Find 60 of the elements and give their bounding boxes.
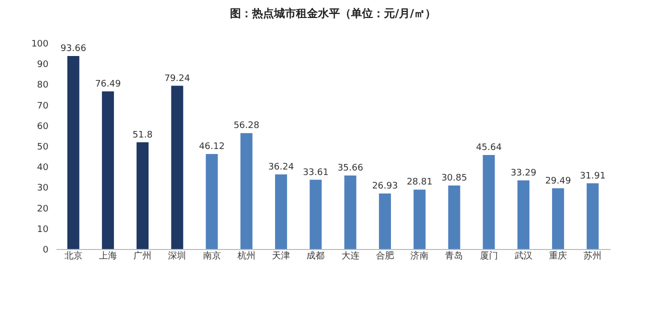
data-label: 30.85 bbox=[441, 173, 468, 184]
bar bbox=[240, 133, 252, 249]
data-label: 56.28 bbox=[234, 121, 260, 132]
bar bbox=[482, 154, 495, 249]
x-tick-label: 济南 bbox=[410, 250, 429, 262]
x-tick-label: 厦门 bbox=[480, 250, 498, 262]
data-label: 33.29 bbox=[510, 168, 537, 178]
x-tick-label: 合肥 bbox=[376, 250, 394, 262]
bar bbox=[275, 174, 288, 249]
data-label: 35.66 bbox=[337, 164, 364, 174]
data-label: 36.24 bbox=[268, 162, 294, 172]
x-tick-label: 广州 bbox=[134, 250, 152, 262]
x-tick-label: 成都 bbox=[306, 250, 325, 262]
y-tick-label: 50 bbox=[37, 142, 49, 152]
x-tick-label: 深圳 bbox=[168, 250, 186, 262]
data-label: 46.12 bbox=[198, 142, 225, 152]
bar bbox=[586, 183, 599, 249]
y-tick-label: 0 bbox=[42, 246, 49, 256]
bar bbox=[414, 190, 426, 249]
bar bbox=[448, 185, 460, 249]
chart-title: 图：热点城市租金水平（单位：元/月/㎡） bbox=[230, 7, 436, 20]
data-label: 93.66 bbox=[60, 44, 86, 54]
bar bbox=[136, 142, 149, 249]
y-tick-label: 40 bbox=[37, 163, 49, 174]
bar bbox=[552, 188, 564, 249]
y-tick-label: 100 bbox=[31, 40, 49, 50]
x-tick-label: 青岛 bbox=[445, 250, 464, 262]
y-tick-label: 70 bbox=[37, 101, 49, 112]
y-tick-label: 10 bbox=[37, 224, 49, 235]
data-label: 31.91 bbox=[580, 171, 606, 182]
y-tick-label: 20 bbox=[37, 204, 49, 214]
x-tick-label: 南京 bbox=[202, 250, 221, 262]
data-label: 76.49 bbox=[95, 79, 122, 90]
bar bbox=[310, 180, 322, 249]
x-tick-label: 天津 bbox=[272, 250, 290, 262]
bar bbox=[171, 86, 184, 249]
y-tick-label: 90 bbox=[37, 60, 49, 70]
y-tick-label: 80 bbox=[37, 80, 49, 91]
data-label: 26.93 bbox=[372, 182, 398, 192]
data-label: 29.49 bbox=[545, 176, 572, 186]
bar bbox=[517, 180, 530, 249]
x-tick-label: 杭州 bbox=[236, 250, 256, 262]
data-label: 45.64 bbox=[476, 142, 502, 153]
y-tick-label: 60 bbox=[37, 122, 49, 132]
x-tick-label: 北京 bbox=[64, 250, 82, 262]
data-label: 51.8 bbox=[132, 130, 153, 140]
bar bbox=[344, 176, 356, 249]
data-label: 33.61 bbox=[302, 168, 329, 178]
x-tick-label: 苏州 bbox=[584, 250, 602, 262]
y-tick-label: 30 bbox=[37, 184, 49, 194]
x-tick-label: 武汉 bbox=[514, 250, 532, 262]
bar bbox=[67, 56, 80, 249]
bar bbox=[378, 194, 391, 249]
data-label: 28.81 bbox=[406, 178, 432, 188]
bar bbox=[102, 91, 114, 249]
data-label: 79.24 bbox=[164, 74, 190, 84]
x-tick-label: 大连 bbox=[341, 250, 360, 262]
bar bbox=[206, 154, 218, 249]
x-tick-label: 重庆 bbox=[549, 250, 568, 262]
x-tick-label: 上海 bbox=[98, 250, 117, 262]
